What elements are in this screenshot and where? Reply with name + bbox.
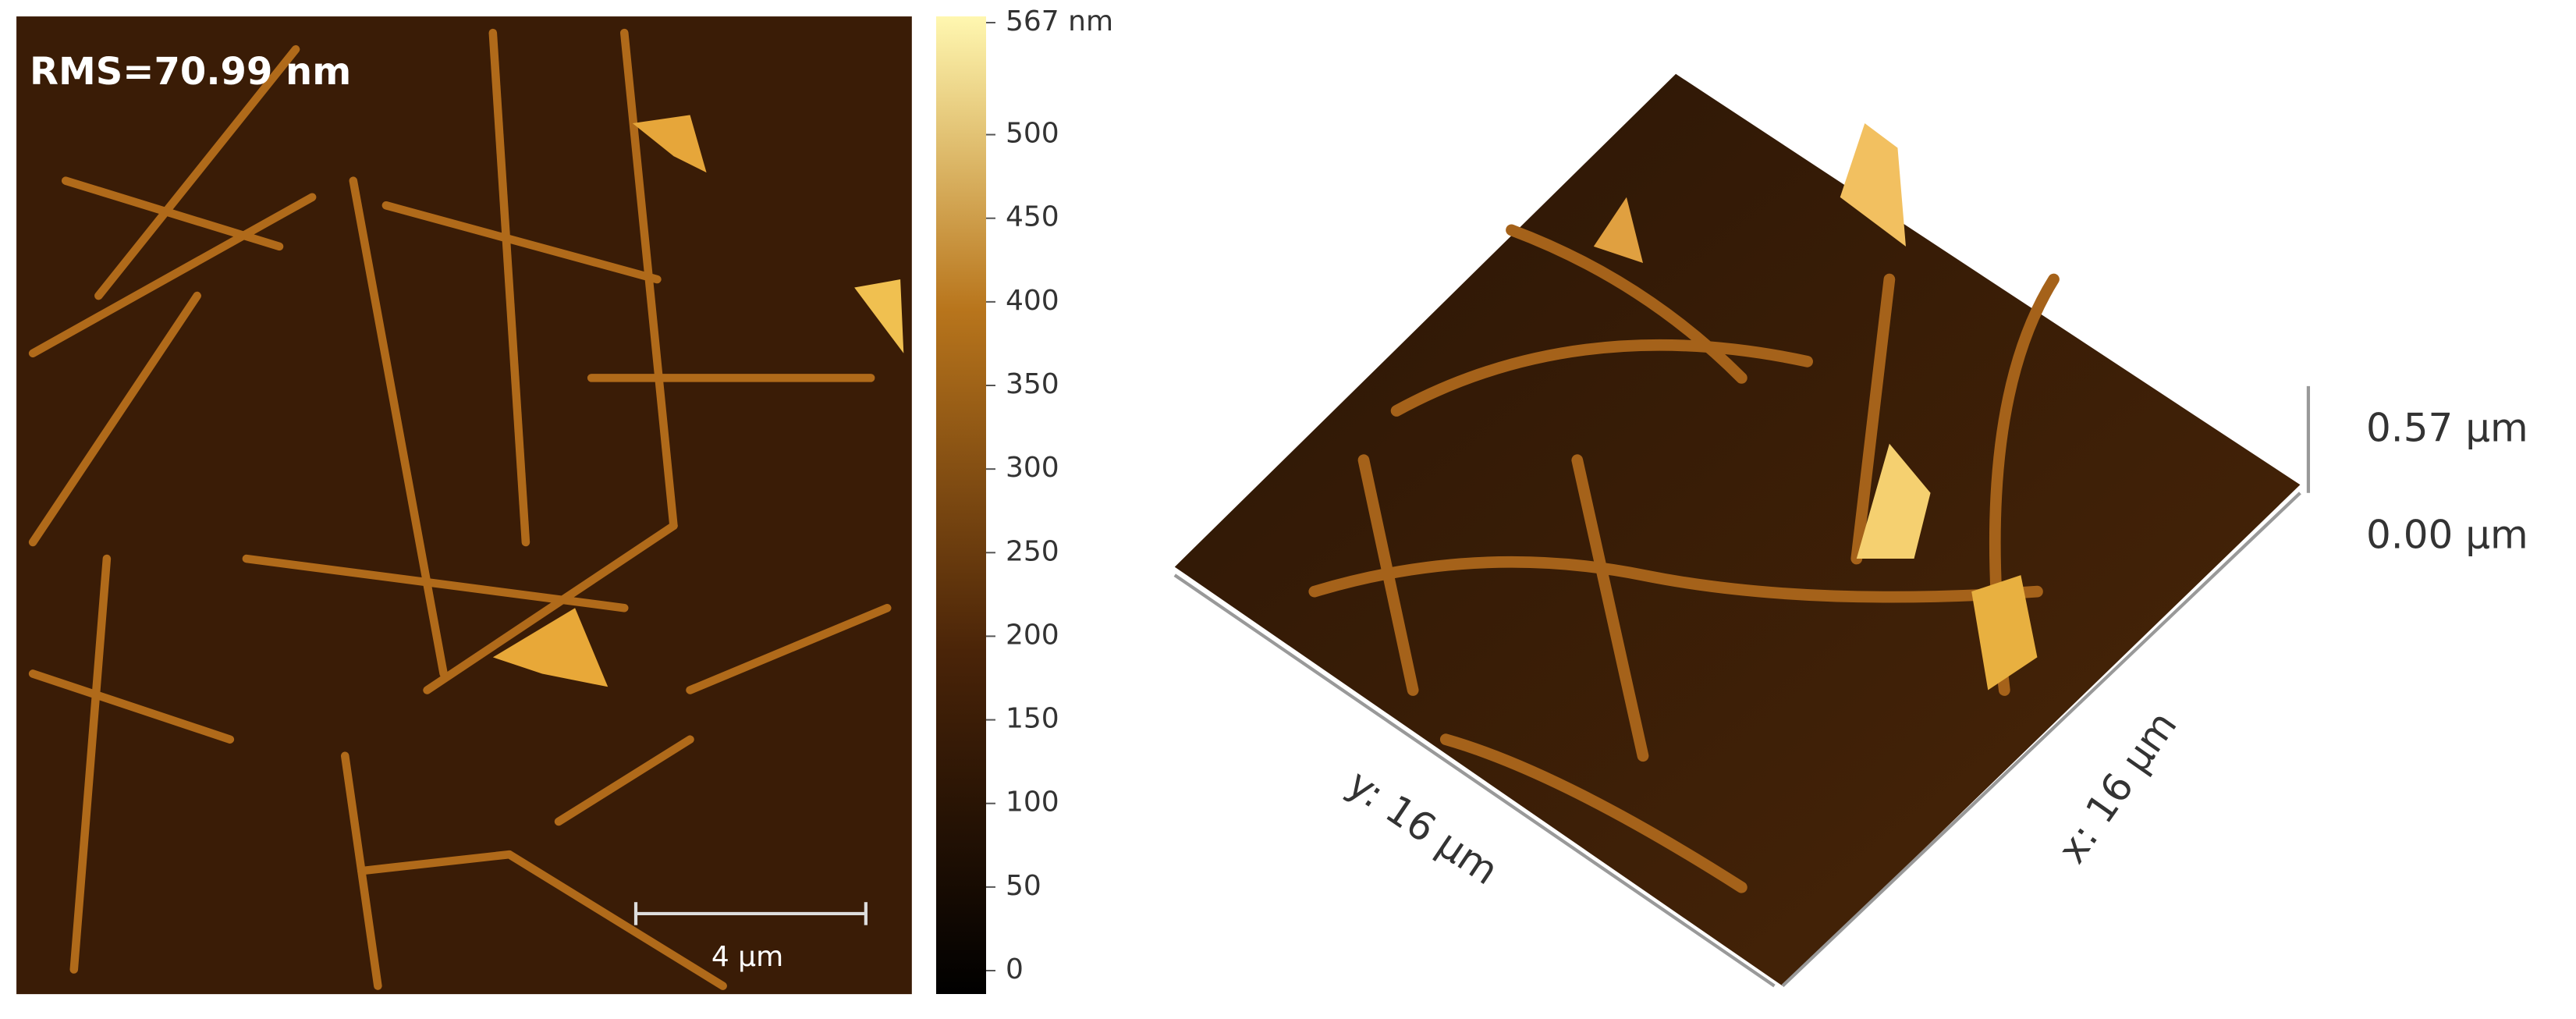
colorbar-tick-label: 250 (1006, 535, 1059, 567)
colorbar-tick-label: 400 (1006, 285, 1059, 317)
colorbar-tick-label: 350 (1006, 368, 1059, 400)
colorbar-tick-label: 567 nm (1006, 5, 1113, 37)
z-max-label: 0.57 µm (2366, 406, 2528, 451)
colorbar (936, 16, 986, 994)
colorbar-tick-label: 200 (1006, 619, 1059, 651)
x-axis-label: x: 16 µm (2049, 703, 2186, 871)
afm-2d-image (16, 16, 912, 995)
colorbar-tick-label: 300 (1006, 452, 1059, 484)
z-min-label: 0.00 µm (2366, 513, 2528, 558)
colorbar-tick-label: 450 (1006, 201, 1059, 233)
colorbar-tick-label: 150 (1006, 703, 1059, 735)
colorbar-tick-label: 100 (1006, 786, 1059, 818)
scale-bar-label: 4 µm (711, 941, 783, 973)
colorbar-tick-label: 500 (1006, 118, 1059, 150)
colorbar-tick-label: 0 (1006, 953, 1024, 985)
afm-3d-image (1173, 73, 2311, 988)
rms-label: RMS=70.99 nm (30, 50, 351, 94)
y-axis-label: y: 16 µm (1339, 761, 1506, 893)
colorbar-tick-label: 50 (1006, 870, 1041, 902)
